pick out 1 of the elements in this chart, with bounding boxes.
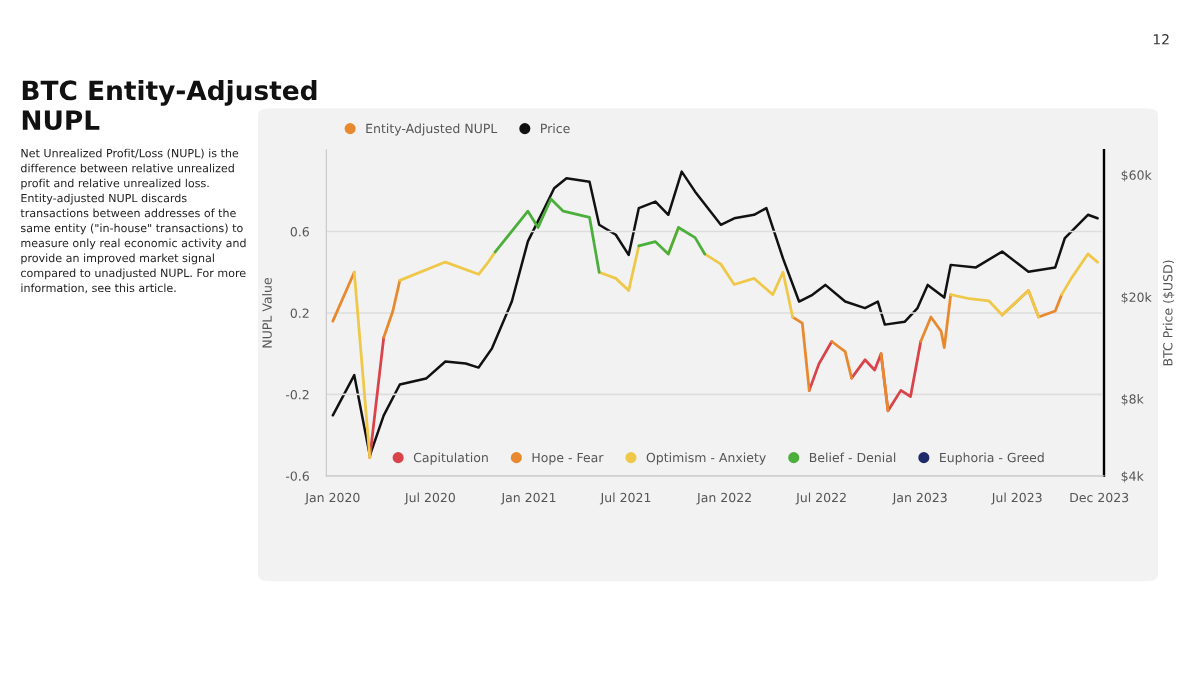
chart-title: BTC Entity-Adjusted NUPL: [22, 79, 317, 131]
